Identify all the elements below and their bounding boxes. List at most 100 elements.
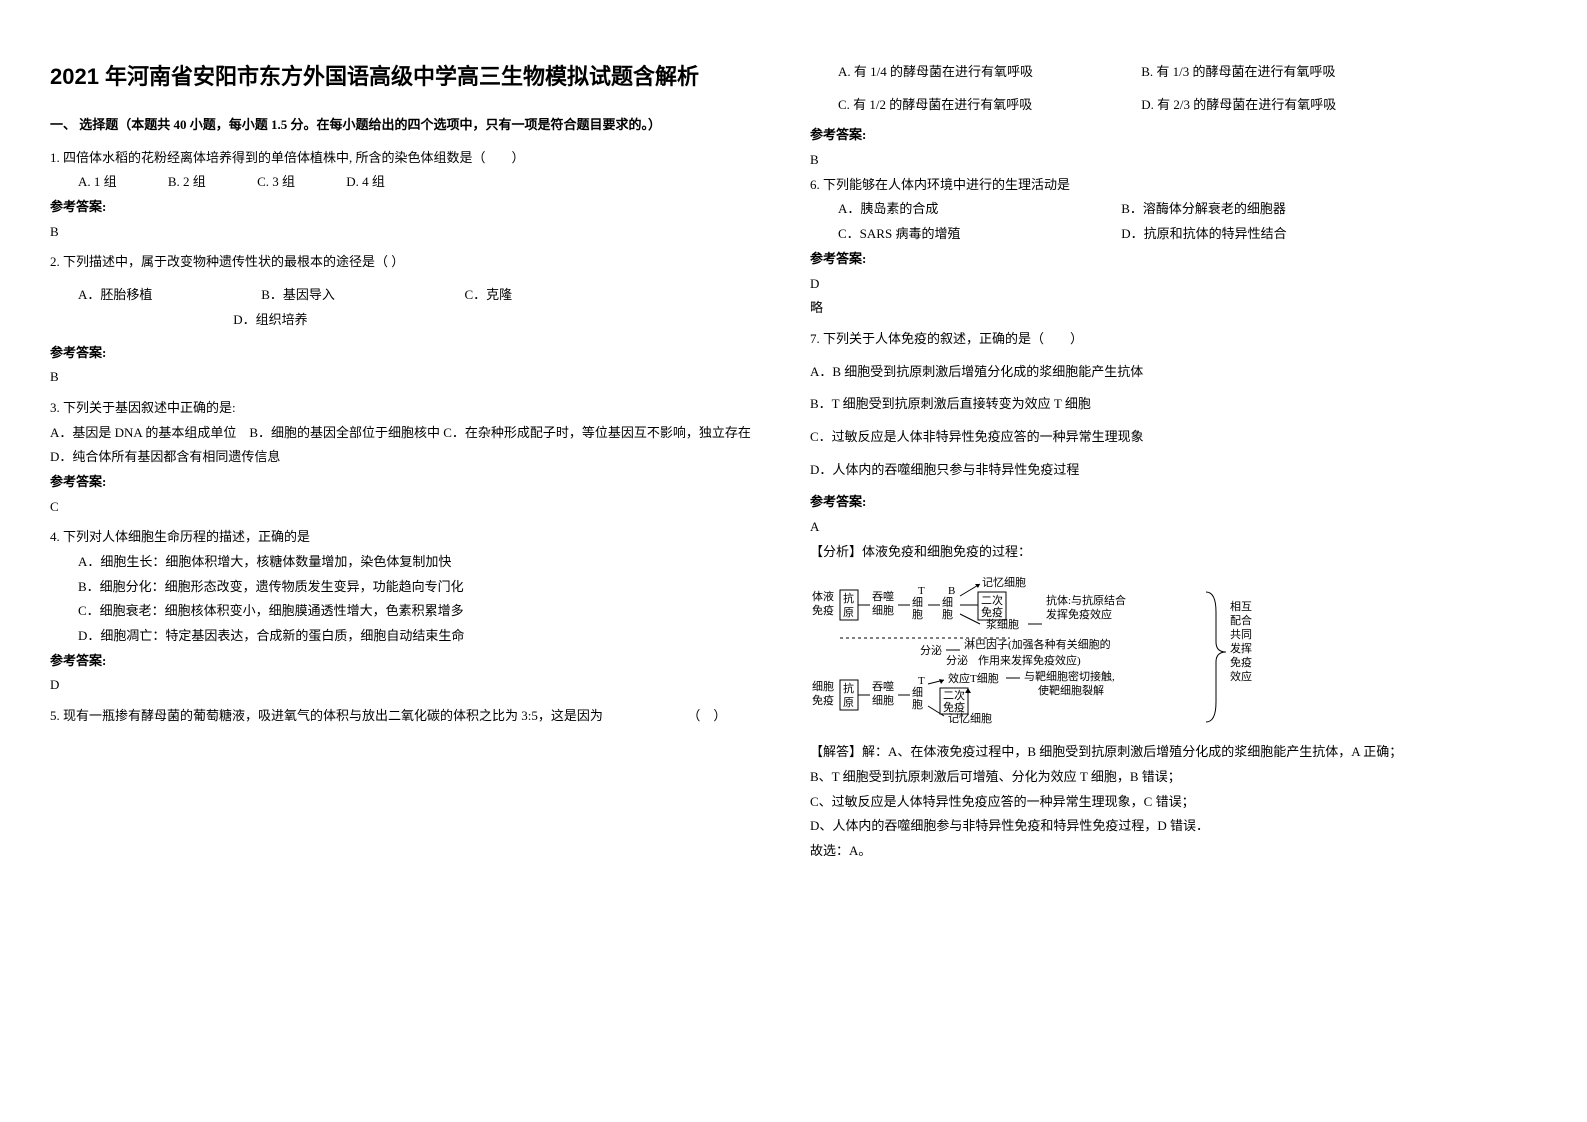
q7-stem: 7. 下列关于人体免疫的叙述，正确的是（ ） xyxy=(810,327,1530,352)
dg-xibao4: 细胞 xyxy=(872,694,894,707)
dg-zuoyong: 作用来发挥免疫效应) xyxy=(978,653,1081,667)
dg-fahui2: 发挥 xyxy=(1230,641,1252,655)
dg-mianyi4: 免疫 xyxy=(812,693,834,707)
immunity-diagram: 体液 免疫 抗 原 吞噬 细胞 T 细 xyxy=(810,572,1250,732)
q5-opt-d: D. 有 2/3 的酵母菌在进行有氧呼吸 xyxy=(1141,97,1336,112)
q2-opt-c: C．克隆 xyxy=(465,283,513,308)
dg-T2: T xyxy=(918,675,925,687)
dg-peihe: 配合 xyxy=(1230,613,1252,627)
q2-opt-b: B．基因导入 xyxy=(261,283,461,308)
dg-shiba: 使靶细胞裂解 xyxy=(1038,683,1104,697)
dg-yuba: 与靶细胞密切接触, xyxy=(1024,669,1115,683)
q2-answer: B xyxy=(50,365,770,390)
q1-answer: B xyxy=(50,220,770,245)
q6-opt-a: A．胰岛素的合成 xyxy=(838,197,1118,222)
q4-opt-c: C．细胞衰老：细胞核体积变小，细胞膜通透性增大，色素积累增多 xyxy=(50,599,770,624)
dg-tiye: 体液 xyxy=(812,589,834,603)
dg-xi: 细 xyxy=(912,596,923,609)
dg-bao2: 胞 xyxy=(942,608,953,621)
right-column: A. 有 1/4 的酵母菌在进行有氧呼吸 B. 有 1/3 的酵母菌在进行有氧呼… xyxy=(810,60,1530,870)
dg-B: B xyxy=(948,585,955,597)
dg-jiyi2: 记忆细胞 xyxy=(948,712,992,725)
dg-mianyi: 免疫 xyxy=(812,603,834,617)
dg-tunshi2: 吞噬 xyxy=(872,679,894,693)
q7-explain-a: 【解答】解：A、在体液免疫过程中，B 细胞受到抗原刺激后增殖分化成的浆细胞能产生… xyxy=(810,740,1530,765)
q1-stem: 1. 四倍体水稻的花粉经离体培养得到的单倍体植株中, 所含的染色体组数是（ ） xyxy=(50,146,770,171)
dg-fahui: 发挥免疫效应 xyxy=(1046,607,1112,621)
dg-bao: 胞 xyxy=(912,608,923,621)
answer-label: 参考答案: xyxy=(810,490,1530,515)
q5-opt-a: A. 有 1/4 的酵母菌在进行有氧呼吸 xyxy=(838,60,1138,85)
dg-jiang: 浆细胞 xyxy=(986,617,1019,631)
answer-label: 参考答案: xyxy=(50,649,770,674)
dg-xi3: 细 xyxy=(912,686,923,699)
q6-stem: 6. 下列能够在人体内环境中进行的生理活动是 xyxy=(810,173,1530,198)
q7-opt-c: C．过敏反应是人体非特异性免疫应答的一种异常生理现象 xyxy=(810,425,1530,450)
dg-T: T xyxy=(918,585,925,597)
q5-stem: 5. 现有一瓶掺有酵母菌的葡萄糖液，吸进氧气的体积与放出二氧化碳的体积之比为 3… xyxy=(50,704,770,729)
dg-xiaoying: 效应 xyxy=(1230,669,1252,683)
q3-answer: C xyxy=(50,495,770,520)
q7-explain-c: C、过敏反应是人体特异性免疫应答的一种异常生理现象，C 错误； xyxy=(810,790,1530,815)
q2-stem: 2. 下列描述中，属于改变物种遗传性状的最根本的途径是（ ） xyxy=(50,250,770,275)
q5-row2: C. 有 1/2 的酵母菌在进行有氧呼吸 D. 有 2/3 的酵母菌在进行有氧呼… xyxy=(838,93,1530,118)
q7-analysis-label: 【分析】体液免疫和细胞免疫的过程： xyxy=(810,540,1530,565)
q6-opt-c: C．SARS 病毒的增殖 xyxy=(838,222,1118,247)
dg-yuan2: 原 xyxy=(843,697,854,709)
q6-opt-b: B．溶酶体分解衰老的细胞器 xyxy=(1121,201,1286,216)
q6-note: 略 xyxy=(810,296,1530,321)
q6-row2: C．SARS 病毒的增殖 D．抗原和抗体的特异性结合 xyxy=(810,222,1530,247)
q7-explain-d: D、人体内的吞噬细胞参与非特异性免疫和特异性免疫过程，D 错误． xyxy=(810,814,1530,839)
answer-label: 参考答案: xyxy=(50,195,770,220)
q6-row1: A．胰岛素的合成 B．溶酶体分解衰老的细胞器 xyxy=(810,197,1530,222)
q5-row1: A. 有 1/4 的酵母菌在进行有氧呼吸 B. 有 1/3 的酵母菌在进行有氧呼… xyxy=(838,60,1530,85)
q6-answer: D xyxy=(810,272,1530,297)
q1-opt-b: B. 2 组 xyxy=(168,170,206,195)
dg-kang: 抗 xyxy=(843,591,854,605)
q4-opt-a: A．细胞生长：细胞体积增大，核糖体数量增加，染色体复制加快 xyxy=(50,550,770,575)
dg-xiaoT: 效应T细胞 xyxy=(948,671,999,685)
q6-opt-d: D．抗原和抗体的特异性结合 xyxy=(1121,226,1286,241)
dg-fenmi: 分泌 xyxy=(920,644,942,657)
answer-label: 参考答案: xyxy=(810,123,1530,148)
dg-mianyi5: 免疫 xyxy=(943,700,965,714)
q2-opt-d: D．组织培养 xyxy=(233,312,307,327)
question-5-opts: A. 有 1/4 的酵母菌在进行有氧呼吸 B. 有 1/3 的酵母菌在进行有氧呼… xyxy=(810,60,1530,117)
q7-answer: A xyxy=(810,515,1530,540)
q2-options-row1: A．胚胎移植 B．基因导入 C．克隆 xyxy=(50,283,770,308)
dg-xianghu: 相互 xyxy=(1230,600,1252,613)
q4-answer: D xyxy=(50,673,770,698)
dg-erci2: 二次 xyxy=(943,688,965,702)
q7-explain-b: B、T 细胞受到抗原刺激后可增殖、分化为效应 T 细胞，B 错误； xyxy=(810,765,1530,790)
dg-xibao3: 细胞 xyxy=(812,680,834,693)
question-1: 1. 四倍体水稻的花粉经离体培养得到的单倍体植株中, 所含的染色体组数是（ ） … xyxy=(50,146,770,245)
dg-erci: 二次 xyxy=(981,593,1003,607)
dg-bao3: 胞 xyxy=(912,698,923,711)
left-column: 2021 年河南省安阳市东方外国语高级中学高三生物模拟试题含解析 一、 选择题（… xyxy=(50,60,770,870)
answer-label: 参考答案: xyxy=(50,341,770,366)
dg-kangti: 抗体:与抗原结合 xyxy=(1046,593,1126,607)
question-4: 4. 下列对人体细胞生命历程的描述，正确的是 A．细胞生长：细胞体积增大，核糖体… xyxy=(50,525,770,698)
dg-gongtong: 共同 xyxy=(1230,628,1252,641)
q1-opt-c: C. 3 组 xyxy=(257,170,295,195)
dg-xi2: 细 xyxy=(942,596,953,609)
q7-opt-a: A．B 细胞受到抗原刺激后增殖分化成的浆细胞能产生抗体 xyxy=(810,360,1530,385)
dg-kang2: 抗 xyxy=(843,681,854,695)
exam-title: 2021 年河南省安阳市东方外国语高级中学高三生物模拟试题含解析 xyxy=(50,60,770,93)
q3-stem: 3. 下列关于基因叙述中正确的是: xyxy=(50,396,770,421)
q3-options: A．基因是 DNA 的基本组成单位 B．细胞的基因全部位于细胞核中 C．在杂种形… xyxy=(50,421,770,470)
dg-jiyi: 记忆细胞 xyxy=(982,576,1026,589)
q5-answer: B xyxy=(810,148,1530,173)
dg-mianyi3: 免疫 xyxy=(1230,655,1252,669)
question-6: 6. 下列能够在人体内环境中进行的生理活动是 A．胰岛素的合成 B．溶酶体分解衰… xyxy=(810,173,1530,321)
q1-opt-d: D. 4 组 xyxy=(346,170,385,195)
q7-opt-d: D．人体内的吞噬细胞只参与非特异性免疫过程 xyxy=(810,458,1530,483)
q1-options: A. 1 组 B. 2 组 C. 3 组 D. 4 组 xyxy=(50,170,770,195)
question-3: 3. 下列关于基因叙述中正确的是: A．基因是 DNA 的基本组成单位 B．细胞… xyxy=(50,396,770,519)
q1-opt-a: A. 1 组 xyxy=(78,170,117,195)
question-2: 2. 下列描述中，属于改变物种遗传性状的最根本的途径是（ ） A．胚胎移植 B．… xyxy=(50,250,770,389)
dg-fenmi2: 分泌 xyxy=(946,654,968,667)
dg-xibao: 细胞 xyxy=(872,604,894,617)
dg-yuan: 原 xyxy=(843,607,854,619)
answer-label: 参考答案: xyxy=(810,247,1530,272)
